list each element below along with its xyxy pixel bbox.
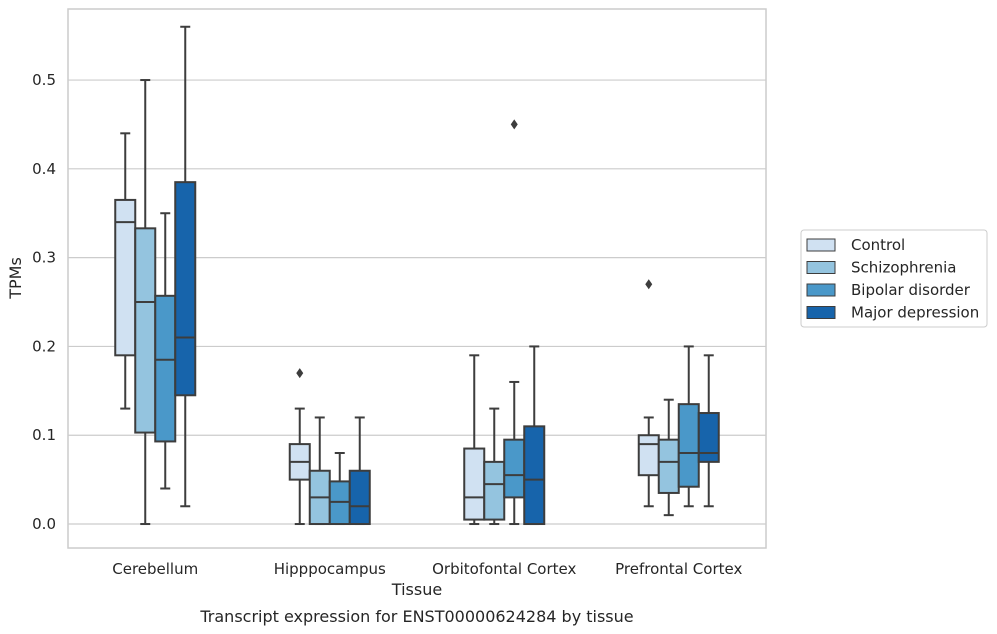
plot-frame bbox=[67, 8, 767, 549]
legend-label: Major depression bbox=[851, 304, 979, 322]
box bbox=[697, 412, 720, 463]
box bbox=[503, 438, 526, 499]
box-element bbox=[288, 368, 311, 526]
box-element bbox=[114, 132, 137, 410]
y-tick-label: 0.4 bbox=[32, 160, 56, 178]
box-element bbox=[154, 212, 177, 490]
y-axis-ticks: 0.0 0.1 0.2 0.3 0.4 0.5 bbox=[32, 71, 56, 533]
x-tick-label: Cerebellum bbox=[112, 560, 198, 578]
legend-swatch bbox=[806, 283, 836, 297]
y-tick-label: 0.1 bbox=[32, 426, 56, 444]
y-axis-label: TPMs bbox=[6, 257, 25, 300]
legend-label: Bipolar disorder bbox=[851, 281, 971, 299]
legend-swatch bbox=[806, 261, 836, 274]
y-tick-label: 0.3 bbox=[32, 249, 56, 267]
legend-swatch bbox=[806, 306, 836, 319]
box-element bbox=[503, 119, 526, 526]
box-element bbox=[657, 398, 680, 517]
box bbox=[174, 181, 197, 397]
outlier-marker bbox=[645, 279, 653, 290]
box bbox=[637, 434, 660, 477]
box-element bbox=[348, 416, 371, 526]
x-tick-label: Prefrontal Cortex bbox=[615, 560, 742, 578]
legend-swatch bbox=[806, 238, 836, 252]
chart-caption: Transcript expression for ENST0000062428… bbox=[199, 607, 633, 626]
box bbox=[523, 425, 546, 526]
legend-label: Schizophrenia bbox=[851, 259, 956, 277]
x-tick-label: Hipppocampus bbox=[274, 560, 386, 578]
legend: Control Schizophrenia Bipolar disorder Majo… bbox=[800, 229, 988, 328]
box bbox=[154, 294, 177, 443]
x-tick-label: Orbitofontal Cortex bbox=[432, 560, 576, 578]
box bbox=[348, 469, 371, 526]
y-tick-label: 0.5 bbox=[32, 71, 56, 89]
outlier-marker bbox=[296, 368, 304, 379]
x-axis-ticks: Cerebellum Hipppocampus Orbitofontal Corte… bbox=[112, 560, 742, 578]
box-element bbox=[463, 354, 486, 526]
box-series bbox=[114, 25, 720, 526]
box bbox=[463, 447, 486, 521]
box bbox=[134, 227, 157, 434]
y-tick-label: 0.0 bbox=[32, 515, 56, 533]
box bbox=[657, 438, 680, 494]
legend-frame bbox=[800, 229, 988, 328]
box bbox=[483, 460, 506, 521]
box-element bbox=[328, 451, 351, 526]
x-axis-label: Tissue bbox=[391, 580, 442, 599]
box-element bbox=[523, 345, 546, 526]
box bbox=[677, 403, 700, 488]
legend-label: Control bbox=[851, 236, 905, 254]
box bbox=[114, 198, 137, 357]
box-element bbox=[174, 25, 197, 508]
box-element bbox=[697, 354, 720, 508]
outlier-marker bbox=[510, 119, 518, 130]
y-tick-label: 0.2 bbox=[32, 337, 56, 355]
